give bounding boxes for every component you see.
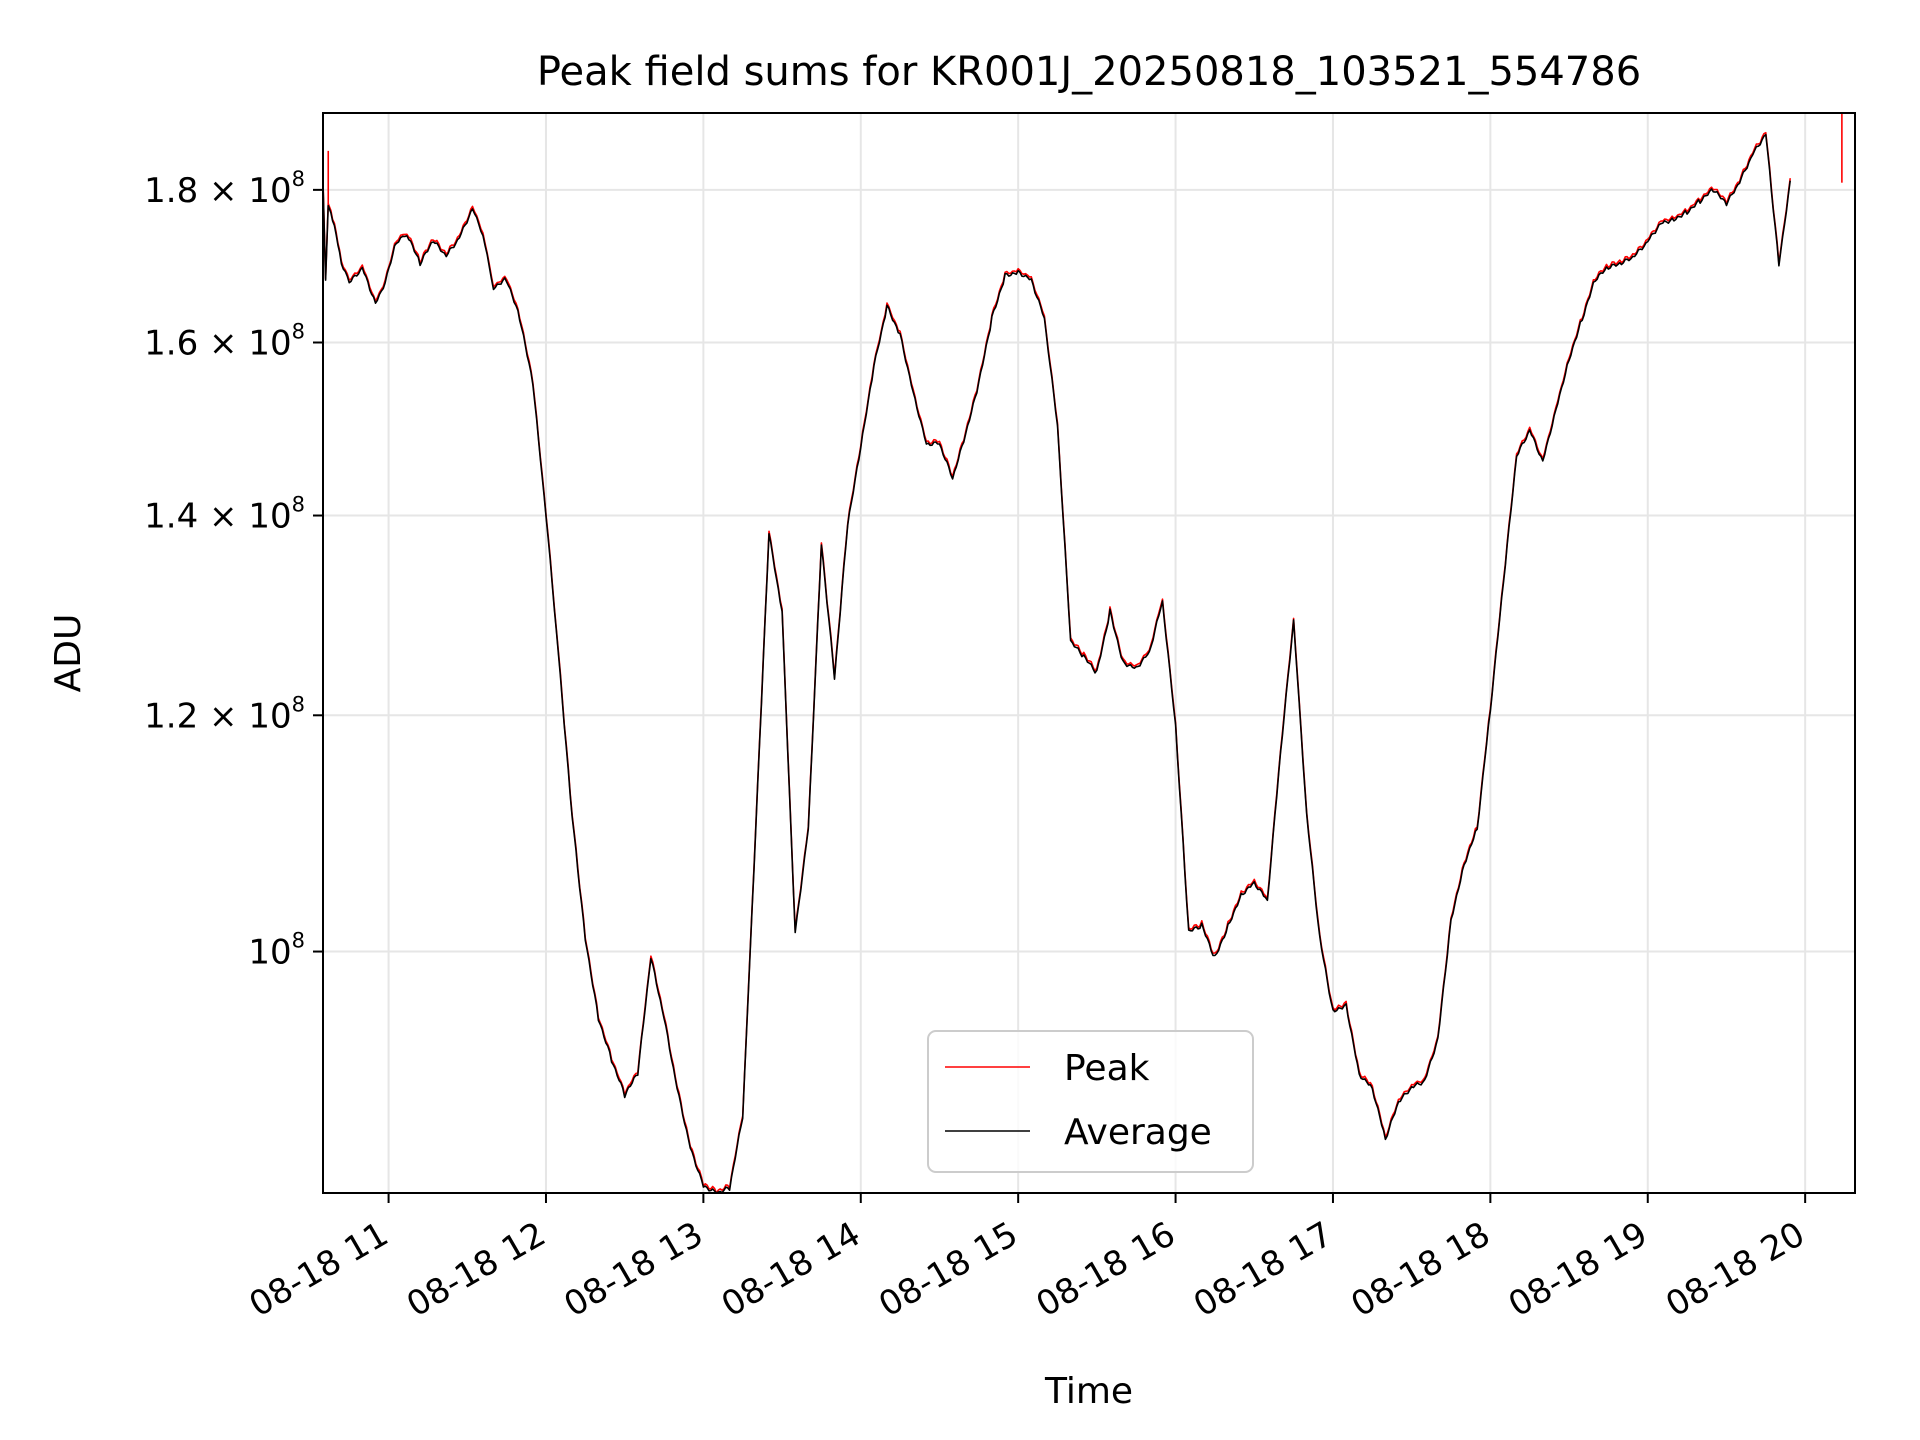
y-tick-label: 1.8 × 108 [144, 167, 305, 211]
y-tick-label: 1.4 × 108 [144, 493, 305, 537]
grid [323, 113, 1855, 1193]
plot-lines [322, 113, 1843, 1194]
plot-area-frame [322, 112, 1856, 1194]
y-tick-label: 1.2 × 108 [144, 692, 305, 736]
legend-label-average: Average [1064, 1112, 1212, 1153]
legend-label-peak: Peak [1064, 1048, 1150, 1089]
legend: Peak Average [927, 1030, 1254, 1173]
chart-title: Peak field sums for KR001J_20250818_1035… [537, 49, 1641, 95]
y-axis-label: ADU [48, 614, 89, 693]
y-tick-label: 1.6 × 108 [144, 319, 305, 363]
y-tick-label: 108 [248, 929, 305, 973]
x-axis-label: Time [1044, 1371, 1133, 1412]
series-line-average [322, 133, 1791, 1194]
